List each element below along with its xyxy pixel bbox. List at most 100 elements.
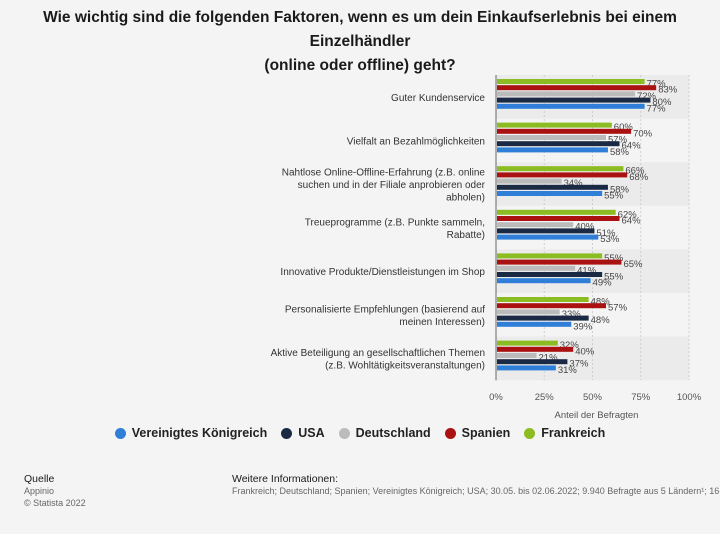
data-label: 77% <box>647 103 667 114</box>
bar <box>497 216 620 221</box>
bar <box>497 178 562 184</box>
category-label: Nahtlose Online-Offline-Erfahrung (z.B. … <box>282 168 486 179</box>
legend-item[interactable]: Spanien <box>444 426 511 440</box>
data-label: 39% <box>573 321 593 332</box>
x-tick-label: 25% <box>535 392 555 403</box>
data-label: 21% <box>539 353 559 364</box>
legend-item[interactable]: Vereinigtes Königreich <box>114 426 268 440</box>
bar <box>497 209 616 215</box>
legend-marker <box>524 427 536 439</box>
bar <box>497 234 599 240</box>
legend-label: Frankreich <box>541 426 606 440</box>
copyright: © Statista 2022 <box>24 498 86 508</box>
chart-title-line: Wie wichtig sind die folgenden Faktoren,… <box>43 9 677 50</box>
bar <box>497 253 603 259</box>
data-label: 55% <box>604 191 624 202</box>
legend-marker <box>281 427 293 439</box>
data-label: 32% <box>560 340 580 351</box>
info-heading: Weitere Informationen: <box>232 473 339 485</box>
legend-item[interactable]: Deutschland <box>338 426 431 440</box>
info-text: Frankreich; Deutschland; Spanien; Verein… <box>232 486 720 496</box>
bar <box>497 315 589 321</box>
source-name: Appinio <box>24 486 55 496</box>
legend-item[interactable]: USA <box>281 426 325 440</box>
bar <box>497 259 622 265</box>
bar <box>497 222 574 228</box>
data-label: 68% <box>629 172 649 183</box>
data-label: 49% <box>593 278 613 289</box>
bar <box>497 141 620 147</box>
data-label: 64% <box>622 141 642 152</box>
data-label: 48% <box>591 297 611 308</box>
legend-label: Deutschland <box>355 426 431 440</box>
bar <box>497 184 608 190</box>
legend-label: Vereinigtes Königreich <box>131 426 268 440</box>
bar <box>497 309 560 315</box>
data-label: 37% <box>569 359 589 370</box>
data-label: 64% <box>622 216 642 227</box>
chart-legend: Vereinigtes Königreich USA Deutschland Span… <box>0 426 720 440</box>
bar <box>497 365 556 371</box>
bar <box>497 228 595 234</box>
data-label: 41% <box>577 265 597 276</box>
legend-label: Spanien <box>461 426 511 440</box>
bar <box>497 172 628 178</box>
bar <box>497 122 612 128</box>
bar <box>497 128 632 134</box>
bar <box>497 278 591 284</box>
bar <box>497 91 635 97</box>
data-label: 40% <box>575 346 595 357</box>
legend-marker <box>444 427 456 439</box>
data-label: 31% <box>558 365 578 376</box>
x-axis-title: Anteil der Befragten <box>555 410 639 421</box>
category-label: Rabatte) <box>447 230 485 241</box>
data-label: 53% <box>600 234 620 245</box>
category-label: meinen Interessen) <box>399 317 485 328</box>
data-label: 55% <box>604 272 624 283</box>
data-label: 66% <box>625 166 645 177</box>
bar <box>497 346 574 352</box>
legend-marker <box>338 427 350 439</box>
bar <box>497 79 645 84</box>
data-label: 60% <box>614 122 634 133</box>
data-label: 55% <box>604 253 624 264</box>
data-label: 48% <box>591 315 611 326</box>
category-label: (z.B. Wohltätigkeitsveranstaltungen) <box>325 361 485 372</box>
category-label: Aktive Beteiligung an gesellschaftlichen… <box>271 348 485 359</box>
bar <box>497 340 558 346</box>
category-label: Vielfalt an Bezahlmöglichkeiten <box>347 136 485 147</box>
bar <box>497 85 657 91</box>
chart-title: Wie wichtig sind die folgenden Faktoren,… <box>0 6 720 78</box>
category-label: Innovative Produkte/Dienstleistungen im … <box>280 267 485 278</box>
bar <box>497 297 589 302</box>
bar <box>497 265 576 271</box>
bar <box>497 191 603 196</box>
data-label: 70% <box>633 128 653 139</box>
bar <box>497 359 568 365</box>
data-label: 83% <box>658 85 678 96</box>
data-label: 34% <box>564 178 584 189</box>
legend-item[interactable]: Frankreich <box>524 426 605 440</box>
data-label: 80% <box>652 97 672 108</box>
data-label: 72% <box>637 91 657 102</box>
x-tick-label: 0% <box>489 392 503 403</box>
x-tick-label: 50% <box>583 392 603 403</box>
legend-marker <box>114 427 126 439</box>
category-label: Guter Kundenservice <box>391 93 485 104</box>
x-tick-label: 100% <box>677 392 702 403</box>
bar <box>497 166 624 172</box>
category-label: Treueprogramme (z.B. Punkte sammeln, <box>305 217 485 228</box>
data-label: 57% <box>608 303 628 314</box>
bar <box>497 272 603 277</box>
source-heading: Quelle <box>24 473 55 485</box>
category-label: suchen und in der Filiale anprobieren od… <box>298 180 486 191</box>
bar <box>497 303 607 309</box>
category-label: Personalisierte Empfehlungen (basierend … <box>285 305 485 316</box>
source-block: Quelle Appinio © Statista 2022 <box>24 473 86 509</box>
data-label: 57% <box>608 135 628 146</box>
legend-label: USA <box>298 426 325 440</box>
bar <box>497 103 645 109</box>
data-label: 65% <box>623 259 643 270</box>
bar <box>497 135 607 140</box>
